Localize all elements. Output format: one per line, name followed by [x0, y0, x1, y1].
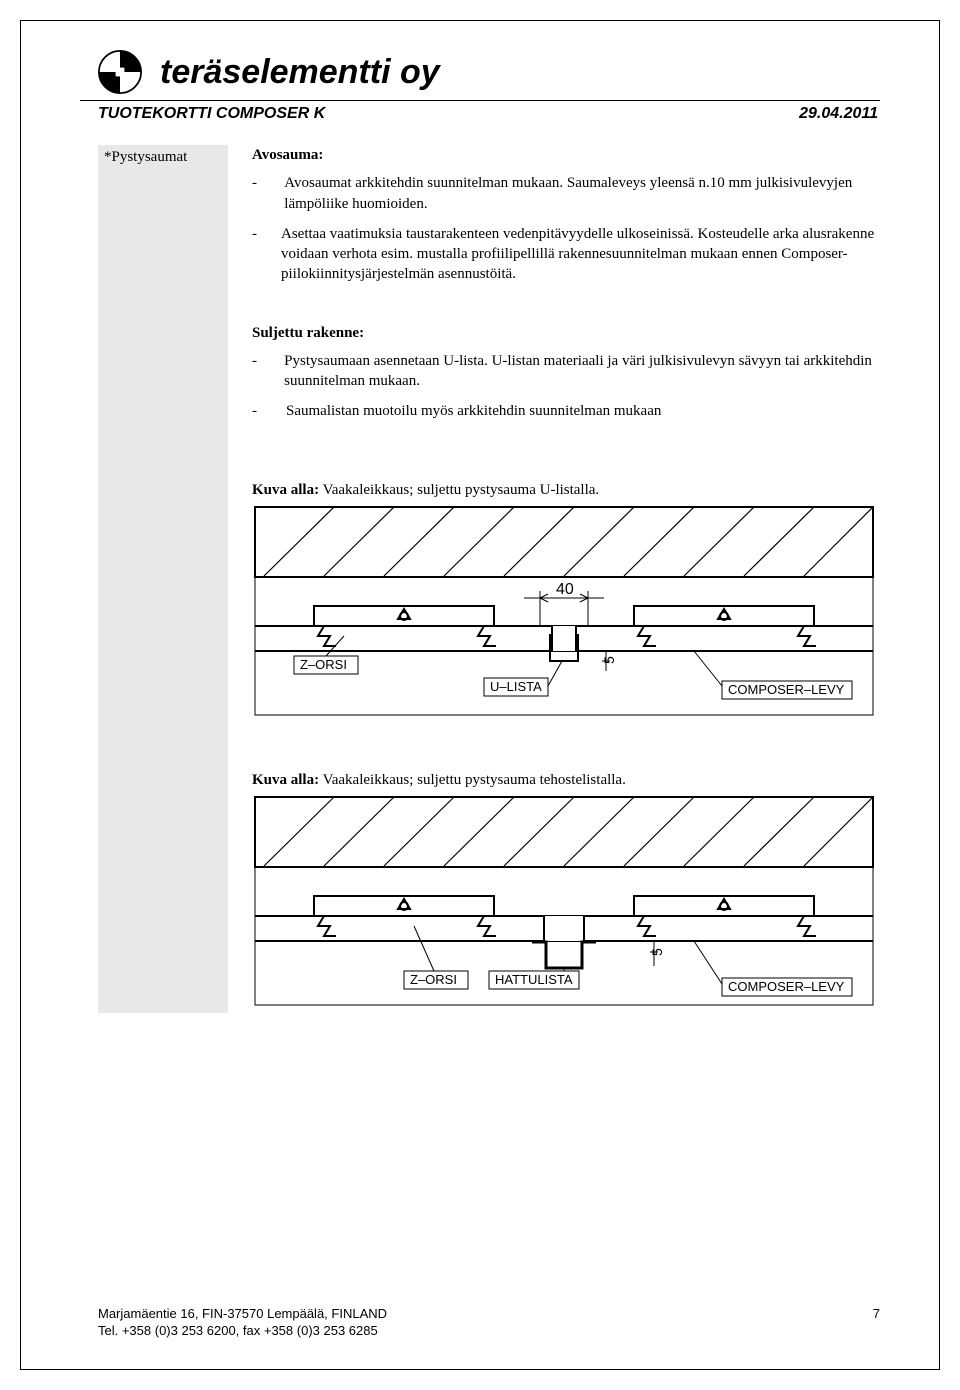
logo-icon — [98, 50, 142, 94]
list-item: -Saumalistan muotoilu myös arkkitehdin s… — [252, 401, 876, 421]
footer-address: Marjamäentie 16, FIN-37570 Lempäälä, FIN… — [98, 1306, 387, 1340]
avosauma-list: -Avosaumat arkkitehdin suunnitelman muka… — [252, 173, 876, 284]
page: teräselementti oy TUOTEKORTTI COMPOSER K… — [0, 0, 960, 1390]
fig2-caption: Kuva alla: Vaakaleikkaus; suljettu pysty… — [252, 770, 876, 790]
dim-5b: 5 — [649, 948, 665, 956]
suljettu-title: Suljettu rakenne: — [252, 323, 876, 343]
list-item: -Asettaa vaatimuksia taustarakenteen ved… — [252, 224, 876, 285]
content: *Pystysaumat Avosauma: -Avosaumat arkkit… — [80, 145, 880, 1013]
list-item: -Avosaumat arkkitehdin suunnitelman muka… — [252, 173, 876, 214]
label-zorsi2: Z–ORSI — [410, 972, 457, 987]
fig2-caption-bold: Kuva alla: — [252, 772, 319, 788]
fig2-caption-rest: Vaakaleikkaus; suljettu pystysauma tehos… — [319, 772, 626, 788]
footer-addr1: Marjamäentie 16, FIN-37570 Lempäälä, FIN… — [98, 1306, 387, 1323]
list-text: Avosaumat arkkitehdin suunnitelman mukaa… — [284, 173, 876, 214]
label-zorsi: Z–ORSI — [300, 657, 347, 672]
diagram-2: 5 Z–ORSI HATTULISTA COMPOSER–LEVY — [252, 796, 876, 1006]
dim-5: 5 — [601, 656, 617, 664]
header-divider — [80, 100, 880, 101]
page-inner: teräselementti oy TUOTEKORTTI COMPOSER K… — [80, 50, 880, 1340]
label-hattu: HATTULISTA — [495, 972, 573, 987]
company-name: teräselementti oy — [160, 53, 440, 92]
footer-addr2: Tel. +358 (0)3 253 6200, fax +358 (0)3 2… — [98, 1323, 387, 1340]
two-column: *Pystysaumat Avosauma: -Avosaumat arkkit… — [98, 145, 876, 1013]
footer-page-no: 7 — [873, 1306, 880, 1340]
doc-title: TUOTEKORTTI COMPOSER K — [98, 105, 325, 123]
diagram-1: 40 5 Z–ORSI U–LISTA — [252, 506, 876, 716]
logo-row: teräselementti oy — [98, 50, 880, 94]
label-composer2: COMPOSER–LEVY — [728, 979, 845, 994]
avosauma-title: Avosauma: — [252, 145, 876, 165]
suljettu-list: -Pystysaumaan asennetaan U-lista. U-list… — [252, 351, 876, 422]
title-row: TUOTEKORTTI COMPOSER K 29.04.2011 — [80, 105, 880, 123]
side-label: *Pystysaumat — [98, 145, 228, 1013]
body-column: Avosauma: -Avosaumat arkkitehdin suunnit… — [252, 145, 876, 1013]
fig1-caption-bold: Kuva alla: — [252, 482, 319, 498]
fig1-caption-rest: Vaakaleikkaus; suljettu pystysauma U-lis… — [319, 482, 599, 498]
list-text: Asettaa vaatimuksia taustarakenteen vede… — [281, 224, 876, 285]
dim-40: 40 — [556, 581, 574, 598]
label-ulista: U–LISTA — [490, 679, 542, 694]
list-text: Saumalistan muotoilu myös arkkitehdin su… — [286, 401, 661, 421]
list-text: Pystysaumaan asennetaan U-lista. U-lista… — [284, 351, 876, 392]
doc-date: 29.04.2011 — [799, 105, 878, 123]
list-item: -Pystysaumaan asennetaan U-lista. U-list… — [252, 351, 876, 392]
fig1-caption: Kuva alla: Vaakaleikkaus; suljettu pysty… — [252, 480, 876, 500]
label-composer: COMPOSER–LEVY — [728, 682, 845, 697]
footer: Marjamäentie 16, FIN-37570 Lempäälä, FIN… — [98, 1306, 880, 1340]
